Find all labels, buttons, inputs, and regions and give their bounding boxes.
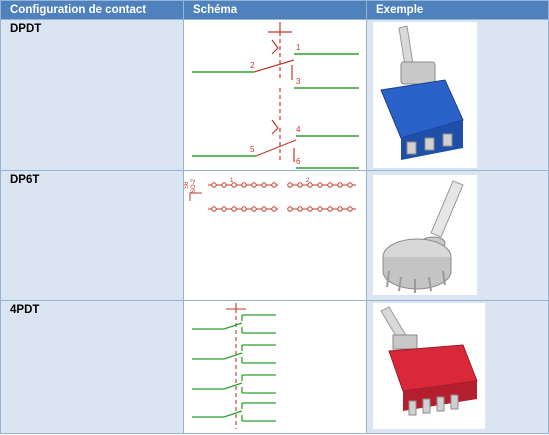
pin-4-label: 4 <box>296 125 301 134</box>
pole-2-label: 2 <box>306 178 310 184</box>
4pdt-toggle-switch-photo <box>373 303 485 429</box>
config-label: 4PDT <box>10 304 40 316</box>
pole-1-label: 1 <box>230 178 234 184</box>
config-cell-4pdt: 4PDT <box>0 300 184 434</box>
schema-cell-4pdt <box>183 300 367 434</box>
table-row-4pdt: 4PDT <box>0 300 549 434</box>
switch-subname: SO-2 <box>191 178 197 193</box>
table-row-dp6t: DP6T S6 SO-2 1 2 <box>0 170 549 301</box>
pin-5-label: 5 <box>250 145 255 154</box>
schema-cell-dpdt: 1 2 3 4 5 6 <box>183 19 367 171</box>
table-row-dpdt: DPDT <box>0 19 549 171</box>
config-label: DP6T <box>10 174 40 186</box>
example-cell-dp6t <box>366 170 549 301</box>
header-row: Configuration de contact Schéma Exemple <box>0 0 549 20</box>
switch-name: S6 <box>184 181 190 189</box>
dp6t-schematic: S6 SO-2 1 2 <box>184 178 356 212</box>
example-cell-4pdt <box>366 300 549 434</box>
header-schema: Schéma <box>183 0 367 20</box>
dpdt-schematic: 1 2 3 4 5 6 <box>192 22 359 169</box>
dpdt-toggle-switch-photo <box>373 22 477 168</box>
header-config: Configuration de contact <box>0 0 184 20</box>
header-example: Exemple <box>366 0 549 20</box>
dp6t-rotary-switch-photo <box>373 175 477 295</box>
config-cell-dpdt: DPDT <box>0 19 184 171</box>
pin-2-label: 2 <box>250 61 255 70</box>
4pdt-schematic <box>192 303 276 429</box>
schema-cell-dp6t: S6 SO-2 1 2 <box>183 170 367 301</box>
pin-1-label: 1 <box>296 43 301 52</box>
pin-6-label: 6 <box>296 157 301 166</box>
config-label: DPDT <box>10 23 42 35</box>
example-cell-dpdt <box>366 19 549 171</box>
config-cell-dp6t: DP6T <box>0 170 184 301</box>
pin-3-label: 3 <box>296 77 301 86</box>
